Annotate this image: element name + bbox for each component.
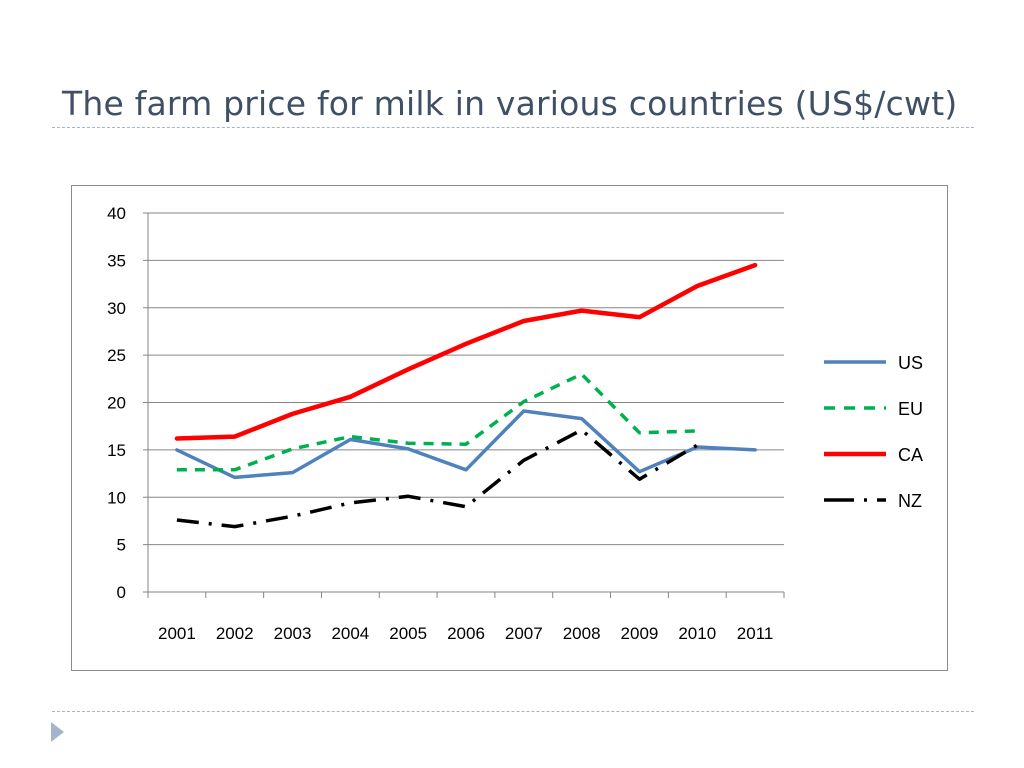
x-tick-label: 2004: [331, 624, 369, 643]
y-tick-label: 30: [107, 299, 126, 318]
line-chart: 0 5 10 15 20 25 30 35 40 2001 2002 2003 2004 2005 2006…: [107, 204, 923, 643]
y-tick-label: 15: [107, 441, 126, 460]
legend-label-us: US: [898, 353, 923, 373]
x-tick-label: 2002: [216, 624, 254, 643]
legend-label-eu: EU: [898, 399, 923, 419]
x-tick-label: 2010: [678, 624, 716, 643]
y-tick-label: 25: [107, 346, 126, 365]
x-tick-label: 2006: [447, 624, 485, 643]
bullet-triangle-icon: [51, 722, 64, 742]
series-line-nz: [176, 428, 699, 529]
x-tick-label: 2005: [389, 624, 427, 643]
page-title: The farm price for milk in various count…: [62, 84, 958, 123]
x-tick-label: 2001: [158, 624, 196, 643]
y-tick-label: 0: [117, 583, 126, 602]
legend-label-ca: CA: [898, 445, 923, 465]
x-tick-label: 2011: [737, 624, 774, 643]
x-tick-label: 2008: [563, 624, 601, 643]
y-tick-label: 20: [107, 394, 126, 413]
x-tick-label: 2009: [621, 624, 659, 643]
title-divider: [52, 127, 974, 128]
series-line-eu: [176, 372, 698, 472]
x-tick-label: 2003: [274, 624, 312, 643]
footer-divider: [52, 711, 974, 712]
series-line-us: [175, 409, 757, 480]
y-tick-label: 10: [107, 488, 126, 507]
y-tick-label: 40: [107, 204, 126, 223]
legend-label-nz: NZ: [898, 491, 922, 511]
x-tick-label: 2007: [505, 624, 543, 643]
chart-frame: 0 5 10 15 20 25 30 35 40 2001 2002 2003 2004 2005 2006…: [71, 185, 948, 671]
series-line-ca: [174, 262, 758, 441]
y-tick-label: 35: [107, 251, 126, 270]
y-tick-label: 5: [117, 536, 126, 555]
